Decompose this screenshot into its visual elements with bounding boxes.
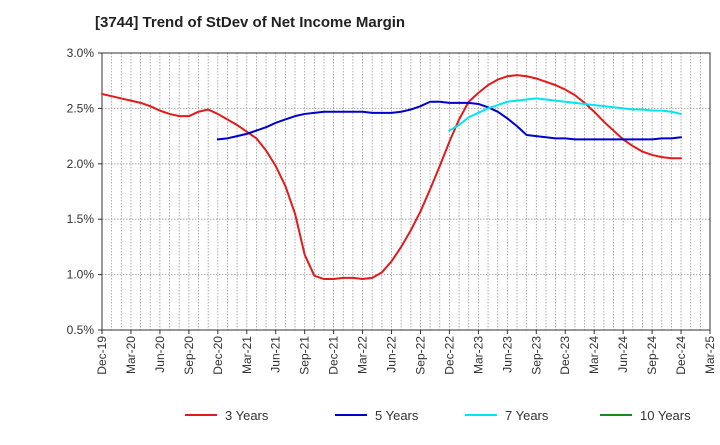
x-tick-label: Mar-22 bbox=[356, 336, 370, 374]
x-tick-label: Mar-24 bbox=[587, 336, 601, 374]
y-tick-label: 2.0% bbox=[67, 157, 95, 171]
plot-frame bbox=[101, 52, 711, 331]
y-tick-label: 0.5% bbox=[67, 323, 95, 337]
x-tick-label: Dec-21 bbox=[327, 336, 341, 375]
x-tick-label: Dec-19 bbox=[95, 336, 109, 375]
x-tick-label: Mar-21 bbox=[240, 336, 254, 374]
series-line-3-years bbox=[101, 74, 683, 281]
x-tick-label: Dec-22 bbox=[442, 336, 456, 375]
x-tick-label: Jun-20 bbox=[153, 336, 167, 373]
x-tick-label: Sep-22 bbox=[413, 336, 427, 375]
series-line-5-years bbox=[216, 100, 683, 141]
legend-label-5-years: 5 Years bbox=[375, 408, 419, 423]
x-tick-label: Sep-21 bbox=[298, 336, 312, 375]
x-tick-label: Dec-23 bbox=[558, 336, 572, 375]
x-tick-label: Sep-24 bbox=[645, 336, 659, 375]
y-tick-label: 2.5% bbox=[67, 101, 95, 115]
y-tick-label: 1.5% bbox=[67, 212, 95, 226]
x-tick-label: Jun-21 bbox=[269, 336, 283, 373]
chart-title: [3744] Trend of StDev of Net Income Marg… bbox=[95, 14, 406, 31]
y-tick-label: 1.0% bbox=[67, 268, 95, 282]
x-tick-label: Dec-20 bbox=[211, 336, 225, 375]
x-tick-label: Sep-23 bbox=[529, 336, 543, 375]
plot-area bbox=[102, 53, 710, 330]
x-tick-label: Jun-22 bbox=[385, 336, 399, 373]
series-line-7-years bbox=[448, 97, 683, 132]
y-tick-label: 3.0% bbox=[67, 46, 95, 60]
x-tick-label: Mar-25 bbox=[703, 336, 717, 374]
x-tick-label: Mar-23 bbox=[471, 336, 485, 374]
x-tick-label: Sep-20 bbox=[182, 336, 196, 375]
x-tick-label: Jun-23 bbox=[500, 336, 514, 373]
x-tick-label: Dec-24 bbox=[674, 336, 688, 375]
x-tick-label: Mar-20 bbox=[124, 336, 138, 374]
legend-label-7-years: 7 Years bbox=[505, 408, 549, 423]
legend-label-3-years: 3 Years bbox=[225, 408, 269, 423]
x-tick-label: Jun-24 bbox=[616, 336, 630, 373]
legend-label-10-years: 10 Years bbox=[640, 408, 691, 423]
